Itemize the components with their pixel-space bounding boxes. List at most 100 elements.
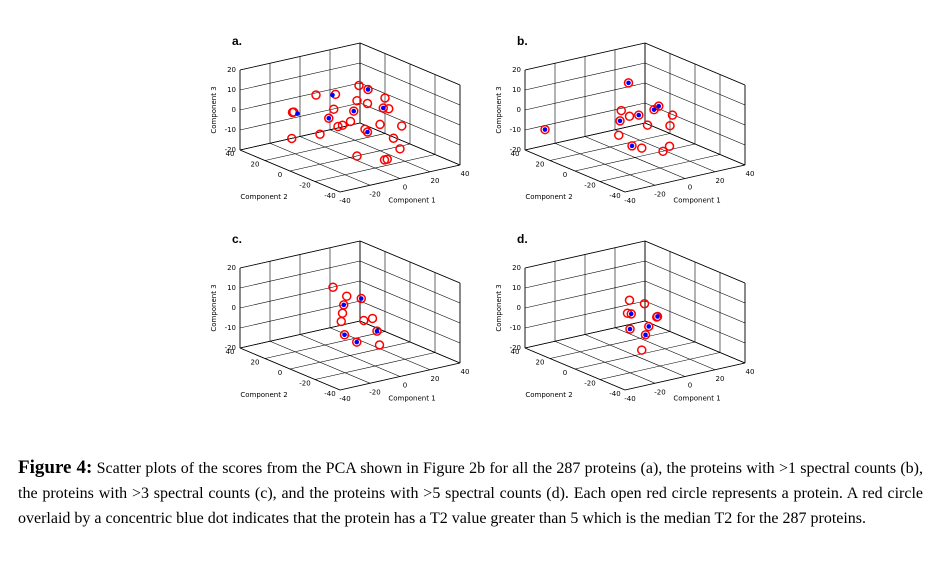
grid-line [644,240,746,284]
blue-dot [380,105,386,111]
z-tick-label: -10 [510,324,521,332]
grid-line [239,62,361,91]
red-circle [339,300,349,310]
blue-dot [627,326,633,332]
blue-dot [295,111,300,116]
grid-line [524,82,646,111]
red-circle [374,340,385,350]
blue-dot [542,127,548,132]
z-tick-label: 0 [517,106,521,114]
grid-line [359,82,461,126]
caption-text: Scatter plots of the scores from the PCA… [18,460,924,527]
grid-line [574,341,696,370]
y-axis-label: Component 2 [240,391,287,399]
red-circle [639,299,650,309]
red-circle [349,106,359,116]
z-tick-label: -10 [225,324,236,332]
grid-line [239,240,361,269]
x-tick-label: 40 [746,368,755,376]
red-circle [397,121,407,131]
blue-dot [655,314,660,319]
red-circle [379,155,390,165]
y-tick-label: 0 [563,171,567,179]
z-tick-label: 0 [232,106,236,114]
y-tick-label: 40 [226,348,235,356]
grid-line [314,352,436,380]
red-circle [359,315,369,326]
grid-line [339,362,461,391]
x-tick-label: 20 [431,375,440,383]
blue-dot [656,103,662,109]
red-circle [287,133,297,144]
grid-line [264,331,386,359]
x-tick-label: 20 [431,177,440,185]
blue-dot [643,332,648,338]
blue-dot [326,115,332,121]
z-tick-label: 20 [512,264,521,272]
z-tick-label: -20 [225,344,236,352]
y-tick-label: 20 [251,359,260,367]
red-circle [354,80,364,91]
red-circle [380,93,390,103]
y-tick-label: -40 [324,192,335,200]
y-axis-label: Component 2 [525,391,572,399]
y-tick-label: 0 [278,171,282,179]
red-circle [665,120,675,131]
x-tick-label: 40 [461,368,470,376]
y-tick-label: -40 [324,390,335,398]
red-circle [337,308,348,318]
z-tick-label: 0 [232,304,236,312]
z-tick-label: 10 [227,284,236,292]
grid-line [524,260,646,289]
red-circle [315,129,325,139]
red-circle [640,330,651,340]
grid-line [239,280,361,309]
y-axis-label: Component 2 [240,193,287,201]
y-tick-label: -20 [299,182,310,190]
red-circle [337,120,348,130]
y-tick-label: 40 [511,348,520,356]
red-circle [652,311,663,322]
z-tick-label: -20 [510,344,521,352]
red-circle [654,101,664,111]
x-tick-label: -40 [339,395,350,403]
z-tick-label: 20 [227,66,236,74]
grid-line [524,320,646,349]
y-tick-label: 20 [536,161,545,169]
blue-dot [617,118,623,124]
red-circle [336,316,346,327]
red-circle [362,127,373,137]
grid-line [524,62,646,91]
grid-line [574,143,696,172]
y-tick-label: -40 [609,192,620,200]
figure: -40-2002040-40-2002040-20-1001020Compone… [210,34,755,403]
y-tick-label: -40 [609,390,620,398]
x-tick-label: -40 [339,197,350,205]
x-axis-label: Component 1 [673,395,720,403]
z-tick-label: 10 [227,86,236,94]
red-circle [624,111,635,122]
caption: Figure 4: Scatter plots of the scores fr… [18,455,923,531]
z-tick-label: -20 [510,146,521,154]
blue-dot [646,324,652,329]
grid-line [644,82,746,126]
y-axis-label: Component 2 [525,193,572,201]
panel-label: b. [517,34,528,48]
red-circle [352,151,362,161]
blue-dot [330,92,335,98]
red-circle [342,291,352,301]
grid-line [264,133,386,161]
grid-line [239,260,361,289]
red-circle [367,313,378,324]
blue-dot [365,87,371,92]
red-circle [637,345,647,355]
red-circle [352,95,362,106]
grid-line [239,122,361,151]
grid-line [359,300,461,344]
grid-line [524,300,646,329]
blue-dot [365,129,370,135]
y-tick-label: 20 [536,359,545,367]
grid-line [549,133,671,161]
grid-line [239,102,361,131]
x-tick-label: -20 [654,190,665,198]
